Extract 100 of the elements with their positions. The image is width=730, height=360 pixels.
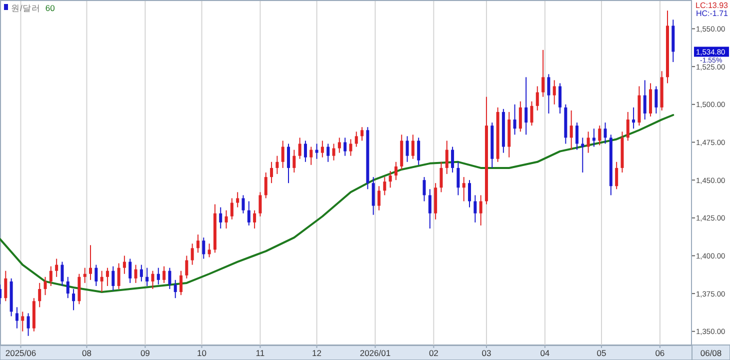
candlestick xyxy=(21,311,24,332)
candlestick xyxy=(394,161,398,181)
candlestick xyxy=(320,140,324,158)
candlestick xyxy=(168,267,172,290)
text: LC:13.93 xyxy=(696,1,729,10)
candlestick xyxy=(388,170,392,188)
candlestick xyxy=(372,176,375,216)
candlestick xyxy=(411,134,414,160)
x-tick-label: 08 xyxy=(82,348,92,358)
candlestick xyxy=(592,128,596,148)
candlestick xyxy=(55,258,58,278)
candlestick xyxy=(100,270,104,293)
text: 06/08 xyxy=(700,348,722,358)
candlestick xyxy=(586,131,590,154)
candlestick xyxy=(276,155,279,175)
candlestick xyxy=(604,122,607,144)
candlestick xyxy=(615,161,618,190)
candlestick xyxy=(236,192,240,208)
candlestick xyxy=(242,194,245,214)
candlestick xyxy=(315,143,318,160)
candlestick xyxy=(456,161,460,196)
x-tick-label: 12 xyxy=(312,348,322,358)
x-tick-label: 02 xyxy=(428,348,439,358)
candlestick xyxy=(281,140,284,168)
candlestick xyxy=(247,200,250,226)
candlestick xyxy=(230,198,234,220)
candlestick xyxy=(156,267,160,285)
candlestick xyxy=(406,136,409,162)
x-tick-label: 10 xyxy=(197,348,207,358)
candlestick xyxy=(332,143,336,161)
candlestick xyxy=(122,255,126,274)
candlestick xyxy=(49,266,52,286)
candlestick xyxy=(112,266,115,292)
x-tick-label: 06 xyxy=(655,348,665,358)
candlestick xyxy=(428,188,432,229)
candlestick xyxy=(208,243,211,258)
candlestick xyxy=(304,140,307,162)
x-tick-label: 2025/06 xyxy=(5,348,36,358)
text: 60 xyxy=(45,3,56,13)
x-tick-label: 04 xyxy=(540,348,550,358)
candlestick xyxy=(180,270,183,296)
x-tick-label: 11 xyxy=(256,348,265,358)
candlestick xyxy=(570,110,573,150)
candlestick xyxy=(185,255,188,279)
candlestick xyxy=(4,270,8,302)
candlestick xyxy=(349,138,352,156)
candlestick xyxy=(518,100,522,132)
legend-label: 원/달러 xyxy=(11,3,40,13)
candlestick xyxy=(558,82,562,114)
candlestick xyxy=(552,80,556,105)
candlestick xyxy=(202,237,206,260)
candlestick xyxy=(66,276,70,299)
candlestick xyxy=(451,146,454,173)
candlestick xyxy=(72,288,76,311)
candlestick xyxy=(542,49,545,98)
candlestick xyxy=(654,86,658,114)
candlestick xyxy=(94,264,98,286)
candlestick xyxy=(530,100,534,126)
candlestick xyxy=(643,80,646,120)
x-tick-label: 2026/01 xyxy=(360,348,391,358)
candlestick xyxy=(224,210,228,229)
candlestick xyxy=(575,122,578,150)
candlestick xyxy=(151,270,154,290)
x-tick-label: 03 xyxy=(482,348,492,358)
candlestick xyxy=(422,176,426,202)
candlestick xyxy=(383,176,386,196)
candlestick xyxy=(292,149,296,173)
candlestick xyxy=(128,258,132,284)
candlestick xyxy=(445,140,448,175)
candlestick xyxy=(298,137,302,160)
candlestick xyxy=(581,137,584,173)
candlestick xyxy=(377,186,380,211)
candlestick xyxy=(536,86,539,111)
candlestick xyxy=(286,143,290,184)
candlestick xyxy=(219,206,222,229)
candlestick xyxy=(134,264,138,284)
candlestick xyxy=(417,137,420,166)
x-tick-label: 05 xyxy=(596,348,606,358)
candlestick xyxy=(360,126,364,142)
candlestick xyxy=(44,276,47,296)
candlestick xyxy=(440,161,443,193)
candlestick xyxy=(513,104,516,136)
candlestick xyxy=(196,234,200,254)
candlestick xyxy=(253,210,256,229)
candlestick xyxy=(174,279,177,299)
candlestick xyxy=(140,264,143,282)
candlestick xyxy=(264,172,268,199)
candlestick xyxy=(270,161,274,184)
candlestick xyxy=(326,143,330,162)
candlestick xyxy=(468,180,472,208)
candlestick xyxy=(479,194,482,226)
candlestick xyxy=(190,243,194,266)
candlestick xyxy=(626,111,630,142)
candlestick xyxy=(474,194,477,223)
candlestick xyxy=(338,137,341,154)
candlestick xyxy=(26,312,30,336)
candlestick xyxy=(344,137,347,156)
candlestick xyxy=(632,106,636,130)
text: HC:-1.71 xyxy=(696,9,729,18)
candlestick xyxy=(162,266,166,284)
